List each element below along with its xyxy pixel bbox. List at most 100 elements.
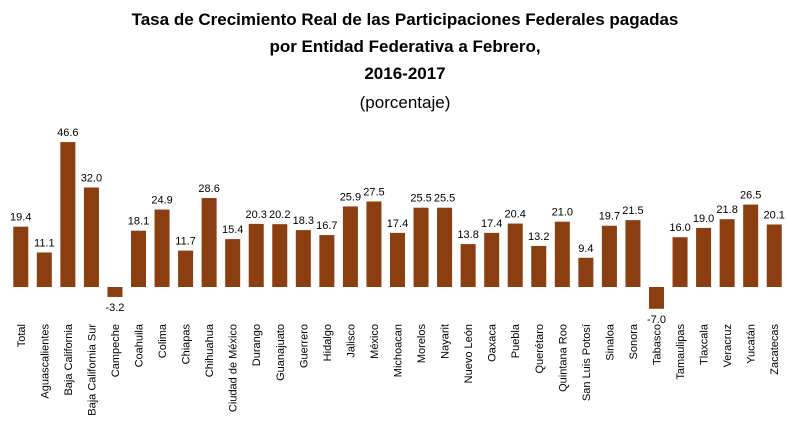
data-label: 17.4 [387,218,408,230]
x-tick-label: Nayarit [440,324,452,359]
data-label: 11.7 [175,236,196,248]
data-label: -7.0 [647,314,666,326]
data-label: 13.2 [528,231,549,243]
bar [342,206,358,287]
data-label: 20.4 [505,209,526,221]
data-label: 20.1 [764,209,785,221]
bar [413,207,429,287]
data-label: 21.0 [552,207,573,219]
bar [672,237,688,287]
data-label: 18.1 [128,216,149,228]
x-tick-label: Colima [157,323,169,358]
data-label: 18.3 [293,215,314,227]
bar [601,225,617,287]
data-label: 15.4 [222,224,243,236]
bar [225,239,241,287]
x-tick-label: Chihuahua [204,323,216,377]
data-label: 27.5 [363,186,384,198]
x-tick-label: San Luis Potosí [581,324,593,401]
data-label: 26.5 [740,190,761,202]
x-tick-label: Michoacan [393,324,405,377]
chart-subtitle: (porcentaje) [360,93,451,112]
x-tick-label: Sinaloa [604,323,616,361]
data-label: 25.5 [410,193,431,205]
bar [578,257,594,287]
data-label: 16.7 [316,220,337,232]
data-label: 19.4 [10,212,31,224]
bar [554,221,570,287]
chart-title: por Entidad Federativa a Febrero, [269,37,540,56]
x-tick-label: Baja California Sur [86,324,98,416]
x-tick-label: Guanajuato [275,324,287,381]
x-tick-label: Oaxaca [487,323,499,362]
bar [248,223,264,287]
x-tick-label: Nuevo León [463,324,475,383]
bar [201,198,217,287]
bar [60,142,76,287]
x-tick-label: Puebla [510,323,522,358]
x-tick-label: Veracruz [722,324,734,367]
x-tick-label: Hidalgo [322,324,334,361]
bar [649,287,664,309]
bar [131,230,146,287]
bar [766,224,782,287]
data-label: 32.0 [81,172,102,184]
data-label: 21.8 [716,204,737,216]
bar [36,252,52,287]
x-tick-label: Sonora [628,323,640,359]
x-tick-label: Yucatán [746,324,758,364]
bar [484,232,500,287]
x-tick-label: Zacatecas [769,324,781,375]
x-tick-label: Aguascalientes [39,324,51,399]
x-tick-label: Campeche [110,324,122,377]
data-label: 13.8 [457,229,478,241]
data-label: 28.6 [198,183,219,195]
chart-title: Tasa de Crecimiento Real de las Particip… [132,10,679,29]
bar [107,287,123,297]
x-tick-label: Durango [251,324,263,366]
x-tick-label: Tamaulipas [675,324,687,380]
data-label: 16.0 [669,222,690,234]
bar [390,232,405,287]
x-tick-label: Querétaro [534,324,546,374]
bar [178,250,194,287]
bar [625,220,641,287]
data-label: 17.4 [481,218,502,230]
x-tick-label: Total [16,324,28,347]
data-label: 20.3 [246,209,267,221]
data-label: 46.6 [57,127,78,139]
bar [719,219,735,287]
x-tick-label: Baja California [63,323,75,395]
bar [531,245,547,287]
bar [743,204,759,287]
x-tick-label: Tlaxcala [699,323,711,365]
bar [272,224,288,287]
data-label: 19.0 [693,213,714,225]
bar [460,244,476,287]
x-tick-label: Chiapas [181,324,193,365]
data-label: 19.7 [599,211,620,223]
data-label: 21.5 [622,205,643,217]
data-label: 11.1 [34,237,55,249]
bar [83,187,99,287]
x-tick-label: Coahuila [134,323,146,367]
data-label: 25.9 [340,191,361,203]
bar [366,201,382,287]
x-tick-label: Jalisco [345,324,357,358]
x-tick-label: Tabasco [652,324,664,365]
data-label: 24.9 [151,195,172,207]
data-label: 25.5 [434,193,455,205]
bar [696,227,712,287]
bar [507,223,523,287]
x-tick-label: México [369,324,381,359]
x-tick-label: Morelos [416,324,428,364]
bar [437,207,453,287]
x-tick-label: Ciudad de México [228,324,240,412]
data-label: 20.2 [269,209,290,221]
x-tick-label: Guerrero [298,324,310,368]
bar [13,226,29,287]
bar [154,209,170,287]
data-label: -3.2 [105,302,124,314]
chart-title: 2016-2017 [364,64,445,83]
